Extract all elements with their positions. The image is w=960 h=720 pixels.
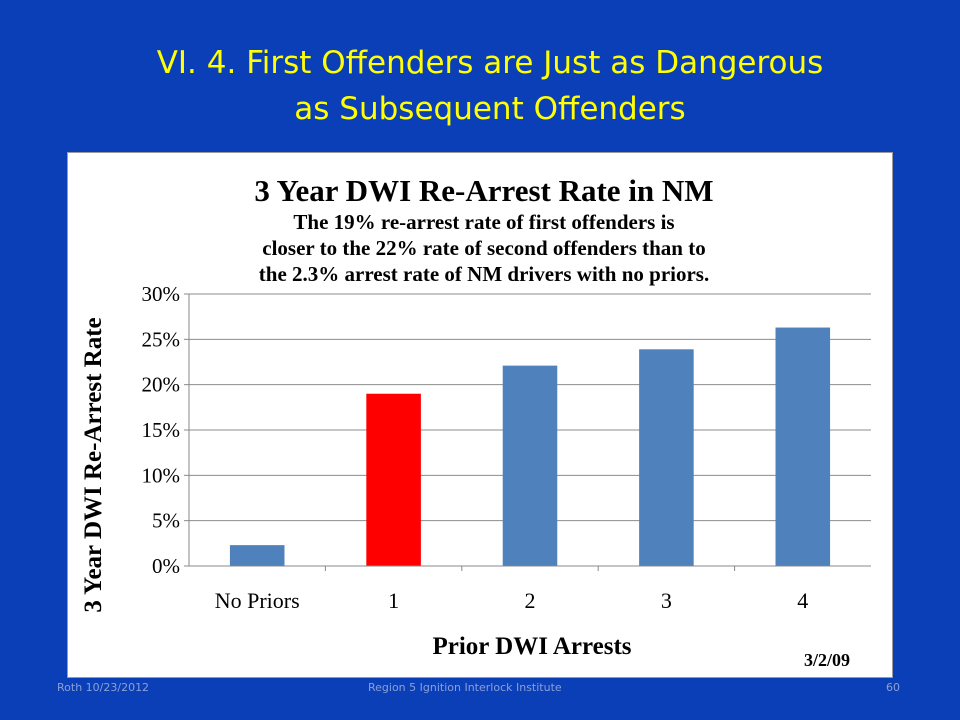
footer-center: Region 5 Ignition Interlock Institute — [368, 681, 562, 694]
x-tick-label: 1 — [388, 588, 399, 613]
date-note: 3/2/09 — [804, 650, 850, 670]
y-tick-label: 30% — [142, 282, 181, 306]
x-tick-label: 4 — [797, 588, 808, 613]
bar-chart: 3 Year DWI Re-Arrest Rate in NM The 19% … — [80, 173, 871, 670]
bar-3 — [639, 349, 694, 566]
bar-2 — [502, 365, 558, 566]
x-tick-label: No Priors — [215, 588, 300, 613]
footer-page-number: 60 — [886, 681, 900, 694]
chart-title: 3 Year DWI Re-Arrest Rate in NM — [254, 173, 713, 208]
x-tick-label: 3 — [661, 588, 672, 613]
bar-1 — [366, 393, 421, 566]
y-tick-label: 0% — [152, 554, 180, 578]
footer-left: Roth 10/23/2012 — [57, 681, 150, 694]
slide-title-line-1: VI. 4. First Offenders are Just as Dange… — [156, 45, 824, 81]
bar-4 — [775, 327, 831, 566]
y-tick-label: 20% — [142, 373, 181, 397]
x-tick-label: 2 — [525, 588, 536, 613]
bars — [229, 327, 831, 566]
y-tick-label: 25% — [142, 327, 181, 351]
chart-subtitle-line-2: closer to the 22% rate of second offende… — [262, 236, 705, 260]
x-axis-label: Prior DWI Arrests — [432, 633, 631, 660]
y-tick-label: 15% — [142, 418, 181, 442]
y-axis-label: 3 Year DWI Re-Arrest Rate — [80, 317, 107, 612]
bar-no-priors — [229, 545, 285, 566]
y-tick-label: 5% — [152, 509, 180, 533]
slide-footer: Roth 10/23/2012 Region 5 Ignition Interl… — [0, 681, 960, 701]
slide-title-line-2: as Subsequent Offenders — [294, 91, 686, 127]
y-axis-ticks: 0% 5% 10% 15% 20% 25% 30% — [142, 282, 189, 578]
chart-subtitle-line-3: the 2.3% arrest rate of NM drivers with … — [259, 262, 709, 286]
y-tick-label: 10% — [142, 463, 181, 487]
chart-frame: 3 Year DWI Re-Arrest Rate in NM The 19% … — [67, 152, 893, 678]
slide-title: VI. 4. First Offenders are Just as Dange… — [60, 40, 920, 132]
chart-subtitle-line-1: The 19% re-arrest rate of first offender… — [293, 210, 674, 234]
x-axis-ticks: No Priors 1 2 3 4 — [215, 566, 808, 613]
